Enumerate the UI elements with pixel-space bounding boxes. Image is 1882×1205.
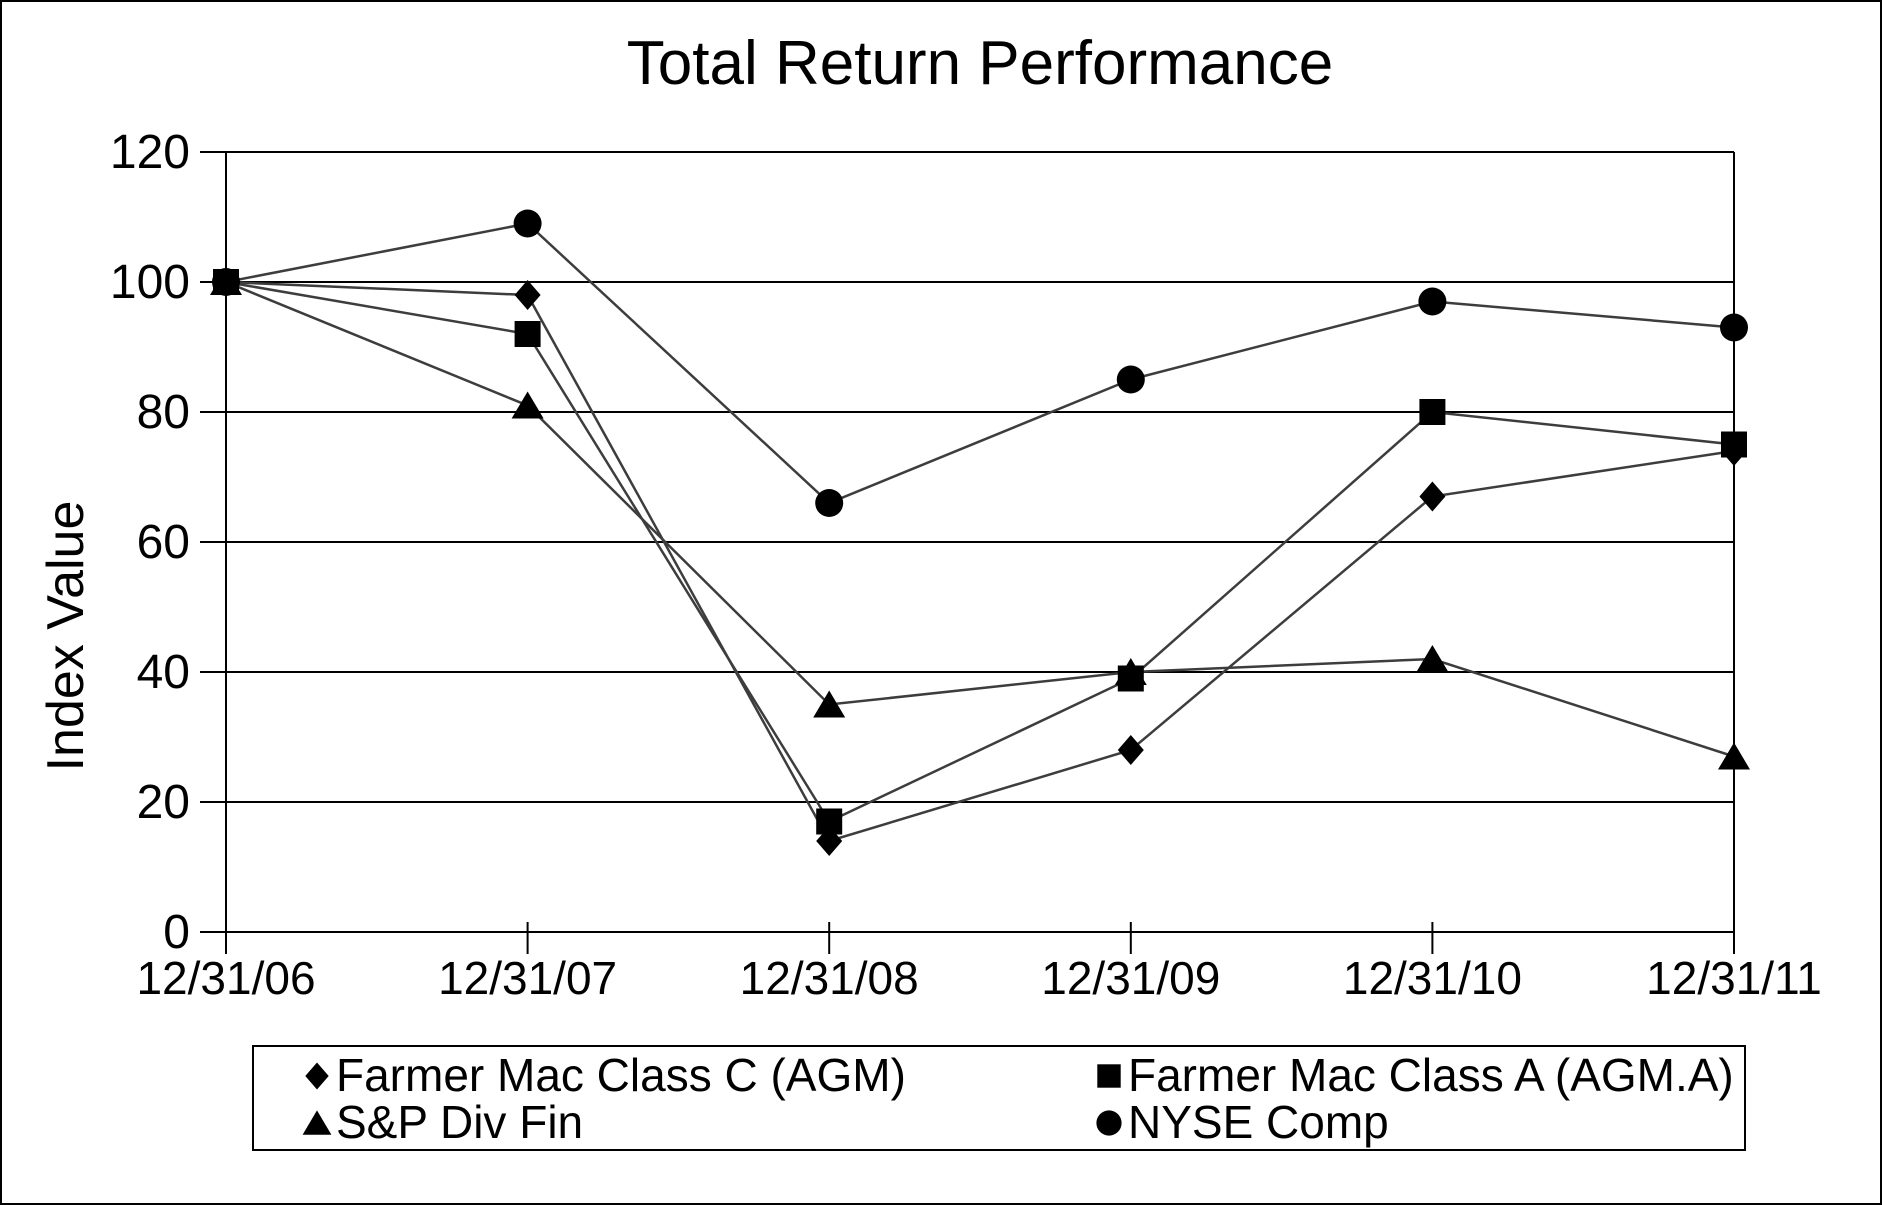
series-line-2 [225, 280, 1735, 824]
y-tick-label: 0 [163, 906, 190, 959]
diamond-marker [1117, 735, 1144, 765]
legend-item: S&P Div Fin [300, 1099, 1092, 1145]
x-tick-label: 12/31/07 [438, 952, 617, 1004]
series-line-4 [225, 222, 1735, 505]
legend-label: S&P Div Fin [336, 1095, 584, 1148]
diamond-marker [514, 280, 541, 310]
circle-marker [1720, 313, 1748, 342]
series-line-1 [225, 280, 1735, 843]
square-marker-icon [1097, 1063, 1121, 1088]
square-marker [816, 808, 843, 835]
legend-item: Farmer Mac Class C (AGM) [300, 1052, 1092, 1098]
chart-title: Total Return Performance [626, 29, 1334, 98]
triangle-marker [1718, 742, 1750, 770]
legend-label: Farmer Mac Class C (AGM) [336, 1048, 906, 1101]
chart-legend: Farmer Mac Class C (AGM) Farmer Mac Class… [252, 1045, 1746, 1151]
circle-marker [1096, 1109, 1122, 1136]
triangle-marker [1416, 645, 1449, 672]
y-tick-label: 40 [137, 646, 190, 699]
square-marker [514, 321, 541, 347]
square-marker [1097, 1063, 1121, 1088]
circle-marker [1116, 365, 1145, 394]
legend-label: Farmer Mac Class A (AGM.A) [1128, 1048, 1734, 1101]
y-tick-label: 120 [110, 126, 190, 179]
triangle-marker-icon [302, 1109, 332, 1135]
square-marker [1419, 399, 1446, 425]
x-tick-label: 12/31/09 [1041, 952, 1220, 1004]
legend-label: NYSE Comp [1128, 1095, 1389, 1148]
legend-item: NYSE Comp [1092, 1099, 1744, 1145]
square-marker [1721, 431, 1747, 458]
square-marker [1117, 665, 1144, 692]
x-tick-label: 12/31/10 [1343, 952, 1522, 1004]
triangle-marker [813, 690, 846, 718]
series-line-3 [225, 280, 1735, 758]
triangle-marker [302, 1109, 332, 1135]
diamond-marker [305, 1062, 329, 1089]
x-tick-label: 12/31/06 [136, 952, 315, 1004]
legend-item: Farmer Mac Class A (AGM.A) [1092, 1052, 1744, 1098]
y-tick-label: 100 [110, 256, 190, 309]
triangle-marker [511, 391, 544, 419]
y-tick-label: 20 [137, 776, 190, 829]
y-tick-label: 80 [137, 386, 190, 439]
square-marker [213, 269, 239, 295]
diamond-marker-icon [305, 1062, 329, 1089]
x-tick-label: 12/31/08 [740, 952, 919, 1004]
y-tick-label: 60 [137, 516, 190, 569]
circle-marker-icon [1096, 1109, 1122, 1136]
circle-marker [513, 209, 542, 238]
circle-marker [1418, 287, 1447, 316]
diamond-marker [1419, 481, 1446, 512]
circle-marker [815, 489, 844, 517]
x-tick-label: 12/31/11 [1646, 952, 1822, 1004]
